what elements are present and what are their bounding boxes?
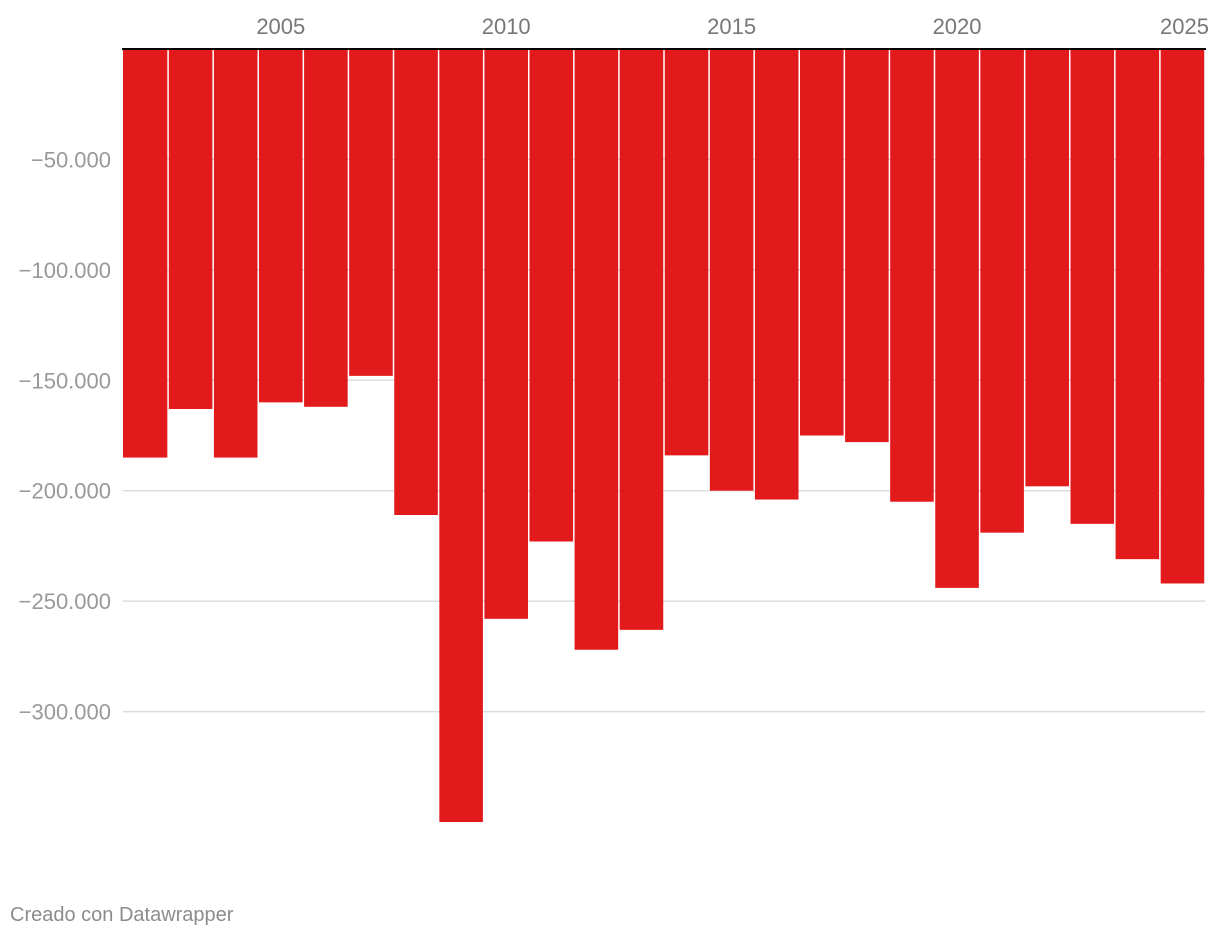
bar-2015 [709, 49, 754, 491]
bar-2017 [800, 49, 844, 436]
bar-2007 [349, 49, 393, 376]
bar-2023 [1070, 49, 1115, 524]
bar-2004 [213, 49, 258, 458]
bar-2010 [484, 49, 528, 619]
bar-2020 [935, 49, 979, 588]
x-tick-label: 2015 [707, 14, 756, 39]
bar-2006 [304, 49, 348, 407]
bar-2014 [664, 49, 709, 456]
y-tick-label: −200.000 [19, 479, 111, 504]
bar-2016 [754, 49, 799, 500]
x-tick-label: 2010 [482, 14, 531, 39]
y-tick-label: −250.000 [19, 589, 111, 614]
x-tick-label: 2025 [1160, 14, 1209, 39]
bar-2025 [1160, 49, 1205, 584]
datawrapper-credit: Creado con Datawrapper [10, 904, 234, 926]
bar-2002 [123, 49, 168, 458]
bar-2022 [1025, 49, 1069, 487]
bar-2003 [168, 49, 213, 409]
bar-2012 [574, 49, 619, 650]
x-tick-label: 2005 [256, 14, 305, 39]
bars [123, 49, 1205, 822]
y-tick-label: −150.000 [19, 368, 111, 393]
x-axis-tick-labels: 2005 2010 2015 2020 2025 [256, 14, 1209, 39]
bar-2018 [845, 49, 889, 443]
bar-2005 [259, 49, 303, 403]
y-tick-label: −300.000 [19, 700, 111, 725]
bar-2021 [980, 49, 1024, 533]
grid-lines [123, 158, 1205, 713]
bar-2019 [890, 49, 934, 502]
bar-2008 [394, 49, 438, 516]
bar-2011 [529, 49, 574, 542]
x-tick-label: 2020 [933, 14, 982, 39]
bar-2013 [619, 49, 664, 630]
bar-2024 [1115, 49, 1160, 560]
y-axis-tick-labels: −50.000 −100.000 −150.000 −200.000 −250.000 −… [19, 147, 111, 724]
y-tick-label: −100.000 [19, 258, 111, 283]
y-tick-label: −50.000 [31, 147, 111, 172]
bar-2009 [439, 49, 483, 822]
